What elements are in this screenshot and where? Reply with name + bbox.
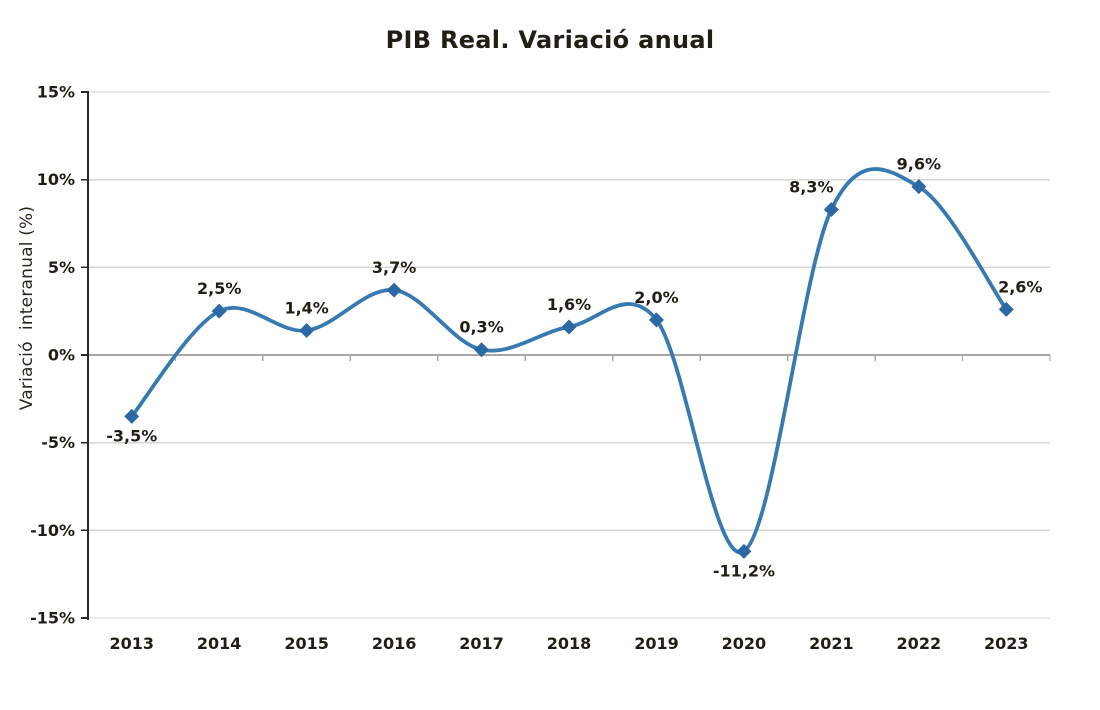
data-point-label: 2,0% (634, 288, 678, 307)
y-tick-label: -15% (30, 609, 75, 628)
y-tick-label: 10% (37, 170, 75, 189)
x-category-label: 2014 (197, 634, 242, 653)
x-category-label: 2015 (284, 634, 329, 653)
x-category-label: 2013 (109, 634, 154, 653)
y-tick-label: 5% (48, 258, 75, 277)
x-category-label: 2016 (372, 634, 417, 653)
y-tick-labels: 15% 10% 5% 0% -5% -10% -15% (30, 83, 75, 628)
y-axis (81, 91, 89, 620)
data-point-label: -3,5% (106, 426, 157, 445)
data-point-label: 1,4% (284, 298, 328, 317)
x-category-label: 2021 (809, 634, 854, 653)
y-tick-label: 15% (37, 83, 75, 102)
y-tick-label: -5% (41, 433, 75, 452)
data-point-marker (474, 342, 490, 358)
chart-title: PIB Real. Variació anual (385, 26, 715, 54)
y-tick-label: 0% (48, 346, 75, 365)
data-point-label: 1,6% (547, 295, 591, 314)
data-point-marker (211, 303, 227, 319)
data-markers (124, 179, 1014, 559)
data-labels: -3,5% 2,5% 1,4% 3,7% 0,3% 1,6% 2,0% -11,2% 8,3% 9… (106, 155, 1042, 581)
data-point-marker (911, 179, 927, 195)
gridlines (88, 91, 1050, 619)
data-point-marker (299, 322, 315, 338)
data-point-marker (648, 312, 664, 328)
x-category-label: 2017 (459, 634, 504, 653)
data-point-label: 3,7% (372, 258, 416, 277)
data-point-marker (124, 408, 140, 424)
data-point-label: 0,3% (459, 318, 503, 337)
x-tick-labels: 2013 2014 2015 2016 2017 2018 2019 2020 2021 2022… (109, 634, 1028, 653)
x-category-label: 2022 (897, 634, 942, 653)
x-axis-ticks (87, 355, 1051, 361)
data-point-marker (736, 543, 752, 559)
data-point-label: 9,6% (897, 155, 941, 174)
data-point-marker (823, 201, 839, 217)
data-point-label: -11,2% (713, 561, 775, 580)
data-point-label: 2,5% (197, 279, 241, 298)
x-category-label: 2019 (634, 634, 679, 653)
data-point-marker (998, 301, 1014, 317)
data-point-label: 2,6% (998, 277, 1042, 296)
data-point-marker (561, 319, 577, 335)
y-tick-label: -10% (30, 521, 75, 540)
data-point-label: 8,3% (789, 177, 833, 196)
x-category-label: 2023 (984, 634, 1029, 653)
x-category-label: 2020 (722, 634, 767, 653)
series-line (129, 167, 1009, 555)
x-category-label: 2018 (547, 634, 592, 653)
data-point-marker (386, 282, 402, 298)
